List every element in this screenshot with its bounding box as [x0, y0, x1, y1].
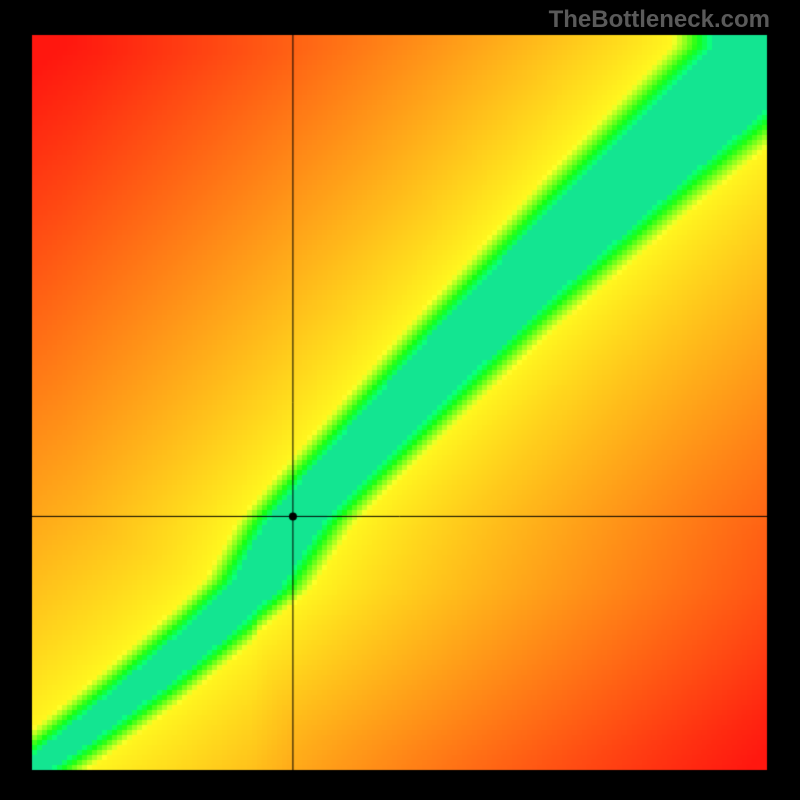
chart-container: TheBottleneck.com — [0, 0, 800, 800]
watermark-text: TheBottleneck.com — [549, 6, 770, 34]
heatmap-canvas — [0, 0, 800, 800]
